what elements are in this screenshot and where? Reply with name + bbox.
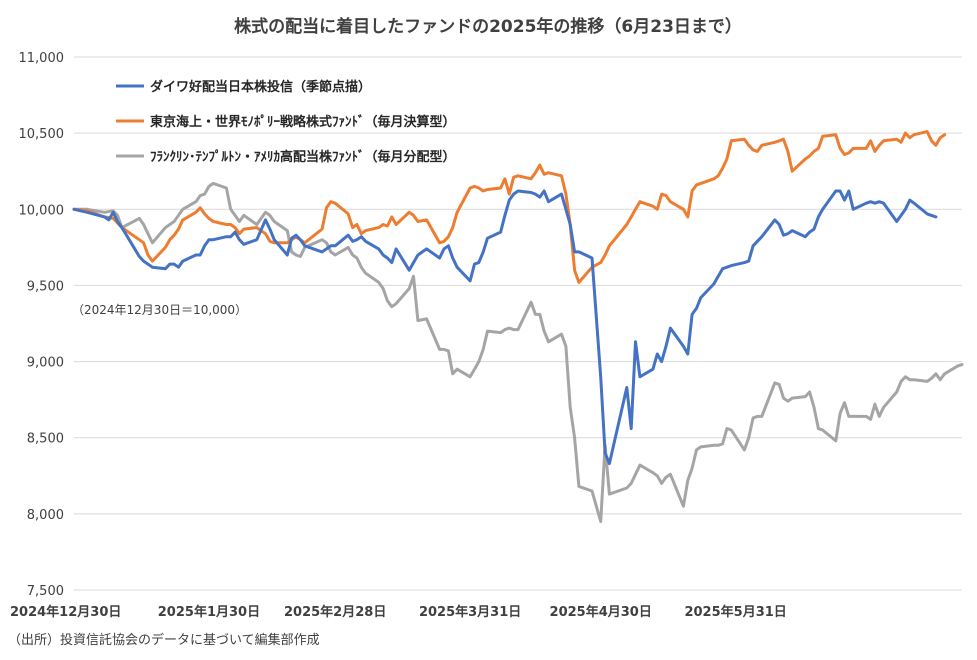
x-tick-label: 2025年1月30日: [158, 604, 260, 620]
source-note: （出所）投資信託協会のデータに基づいて編集部作成: [8, 632, 320, 648]
baseline-annotation: （2024年12月30日＝10,000）: [72, 303, 247, 317]
legend: ダイワ好配当日本株投信（季節点描） 東京海上・世界ﾓﾉﾎﾟﾘｰ戦略株式ﾌｧﾝﾄﾞ（…: [116, 79, 456, 165]
y-tick-label: 7,500: [27, 584, 64, 599]
y-tick-label: 10,000: [19, 203, 65, 218]
legend-label: 東京海上・世界ﾓﾉﾎﾟﾘｰ戦略株式ﾌｧﾝﾄﾞ（毎月決算型）: [150, 114, 456, 130]
series-line: [72, 189, 938, 466]
y-tick-label: 9,000: [27, 356, 64, 371]
x-axis-ticks: 2024年12月30日 2025年1月30日 2025年2月28日 2025年3月31…: [10, 604, 787, 620]
legend-entry: 東京海上・世界ﾓﾉﾎﾟﾘｰ戦略株式ﾌｧﾝﾄﾞ（毎月決算型）: [116, 114, 456, 130]
series-line: [72, 130, 947, 284]
x-tick-label: 2025年3月31日: [419, 604, 521, 620]
y-tick-label: 10,500: [19, 127, 65, 142]
y-tick-label: 8,500: [27, 432, 64, 447]
chart-title: 株式の配当に着目したファンドの2025年の推移（6月23日まで）: [234, 16, 742, 37]
legend-entry: ﾌﾗﾝｸﾘﾝ･ﾃﾝﾌﾟﾙﾄﾝ・ｱﾒﾘｶ高配当株ﾌｧﾝﾄﾞ（毎月分配型）: [116, 149, 456, 165]
y-tick-label: 8,000: [27, 508, 64, 523]
y-axis-ticks: 11,000 10,500 10,000 9,500 9,000 8,500 8,000 7,…: [19, 51, 65, 599]
legend-entry: ダイワ好配当日本株投信（季節点描）: [116, 79, 371, 95]
x-tick-label: 2025年5月31日: [684, 604, 786, 620]
series-lines: [72, 130, 964, 523]
legend-label: ダイワ好配当日本株投信（季節点描）: [150, 79, 371, 95]
x-tick-label: 2025年4月30日: [550, 604, 652, 620]
y-tick-label: 9,500: [27, 279, 64, 294]
legend-label: ﾌﾗﾝｸﾘﾝ･ﾃﾝﾌﾟﾙﾄﾝ・ｱﾒﾘｶ高配当株ﾌｧﾝﾄﾞ（毎月分配型）: [150, 149, 456, 165]
gridlines: [74, 56, 962, 591]
x-tick-label: 2025年2月28日: [284, 604, 386, 620]
x-tick-label: 2024年12月30日: [10, 604, 121, 620]
series-line: [72, 181, 964, 523]
y-tick-label: 11,000: [19, 51, 65, 66]
